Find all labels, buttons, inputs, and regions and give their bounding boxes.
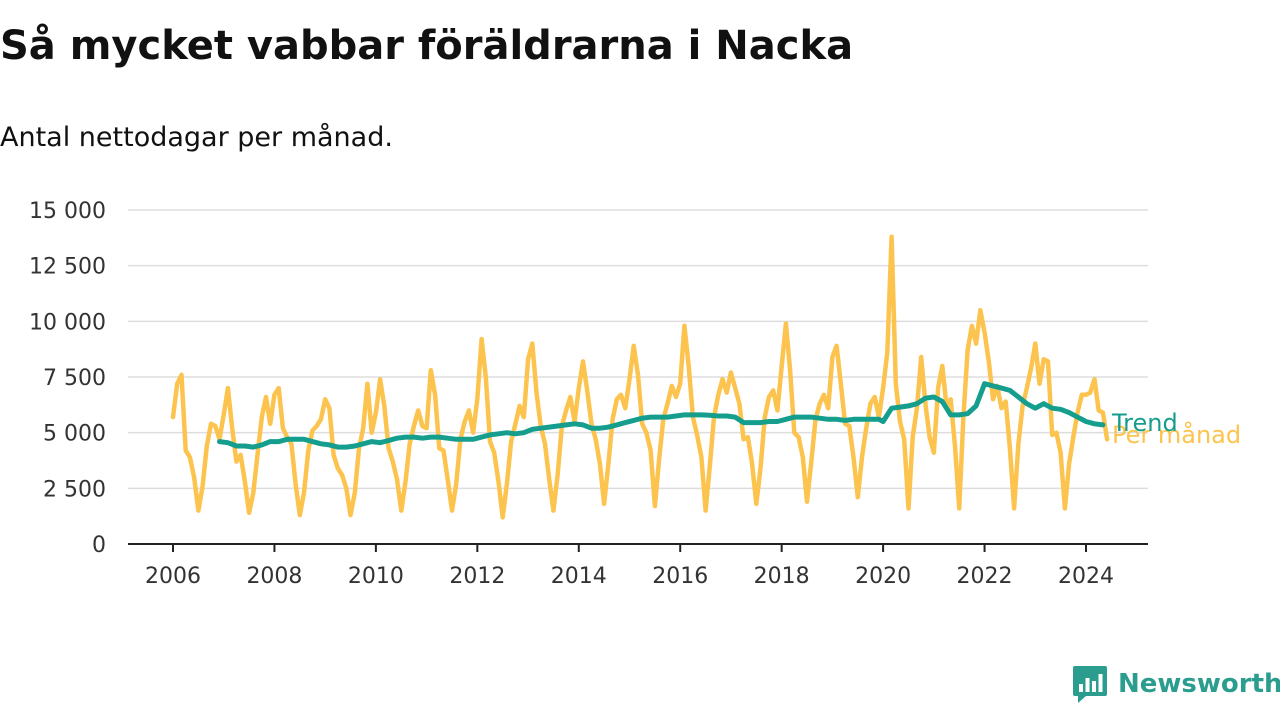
y-axis-tick-labels: 0 2 500 5 000 7 500 10 000 12 500 15 000 [29,199,106,558]
brand-name: Newsworthy [1118,669,1280,699]
x-tick-label: 2012 [449,564,505,589]
y-tick-label: 2 500 [43,477,106,502]
page-subtitle: Antal nettodagar per månad. [0,122,393,153]
x-tick-label: 2016 [652,564,708,589]
y-tick-label: 5 000 [43,422,106,447]
y-tick-label: 15 000 [29,199,106,224]
y-tick-label: 0 [92,533,106,558]
newsworthy-chart-icon [1073,666,1107,703]
monthly-series-line [170,234,1110,520]
monthly-series-label: Per månad [1112,420,1241,449]
x-axis: 2006 2008 2010 2012 2014 2016 2018 2020 2022 2024 [128,543,1148,589]
x-tick-label: 2020 [855,564,911,589]
x-tick-label: 2024 [1058,564,1114,589]
y-tick-label: 12 500 [29,255,106,280]
x-tick-label: 2014 [551,564,607,589]
y-tick-label: 10 000 [29,310,106,335]
y-tick-label: 7 500 [43,366,106,391]
brand-logo: Newsworthy [1072,664,1280,704]
trend-series-label: Trend [1111,409,1178,437]
x-tick-label: 2010 [348,564,404,589]
x-tick-label: 2018 [754,564,810,589]
x-tick-label: 2008 [246,564,302,589]
page-title: Så mycket vabbar föräldrarna i Nacka [0,23,854,69]
trend-series-line [217,381,1106,450]
x-tick-label: 2022 [957,564,1013,589]
x-tick-label: 2006 [145,564,201,589]
series-lines [170,234,1110,520]
grid-lines [128,209,1148,490]
